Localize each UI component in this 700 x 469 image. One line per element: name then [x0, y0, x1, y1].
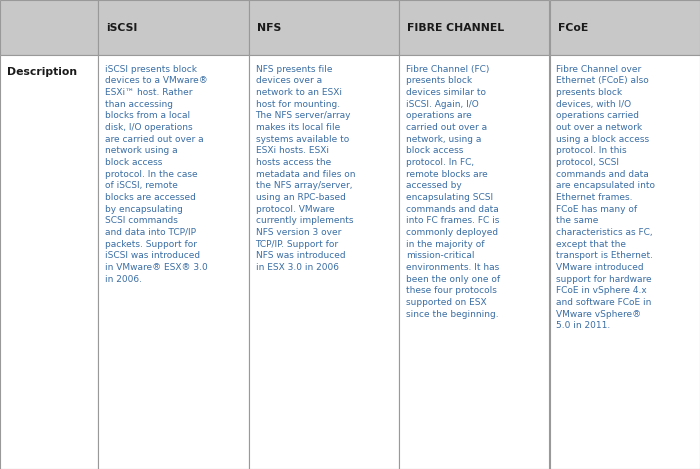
Bar [248, 55, 399, 469]
Bar [550, 0, 700, 55]
Bar [0, 55, 98, 469]
Text: FIBRE CHANNEL: FIBRE CHANNEL [407, 23, 505, 33]
Text: NFS: NFS [257, 23, 281, 33]
Bar [98, 0, 248, 55]
Text: Fibre Channel over
Ethernet (FCoE) also
presents block
devices, with I/O
operati: Fibre Channel over Ethernet (FCoE) also … [556, 65, 655, 330]
Text: FCoE: FCoE [558, 23, 588, 33]
Bar [399, 55, 550, 469]
Text: Description: Description [7, 67, 77, 77]
Bar [399, 0, 550, 55]
Bar [550, 55, 700, 469]
Bar [248, 0, 399, 55]
Bar [0, 0, 98, 55]
Text: iSCSI presents block
devices to a VMware®
ESXi™ host. Rather
than accessing
bloc: iSCSI presents block devices to a VMware… [105, 65, 208, 284]
Text: iSCSI: iSCSI [106, 23, 138, 33]
Bar [98, 55, 248, 469]
Text: NFS presents file
devices over a
network to an ESXi
host for mounting.
The NFS s: NFS presents file devices over a network… [256, 65, 355, 272]
Text: Fibre Channel (FC)
presents block
devices similar to
iSCSI. Again, I/O
operation: Fibre Channel (FC) presents block device… [406, 65, 500, 318]
